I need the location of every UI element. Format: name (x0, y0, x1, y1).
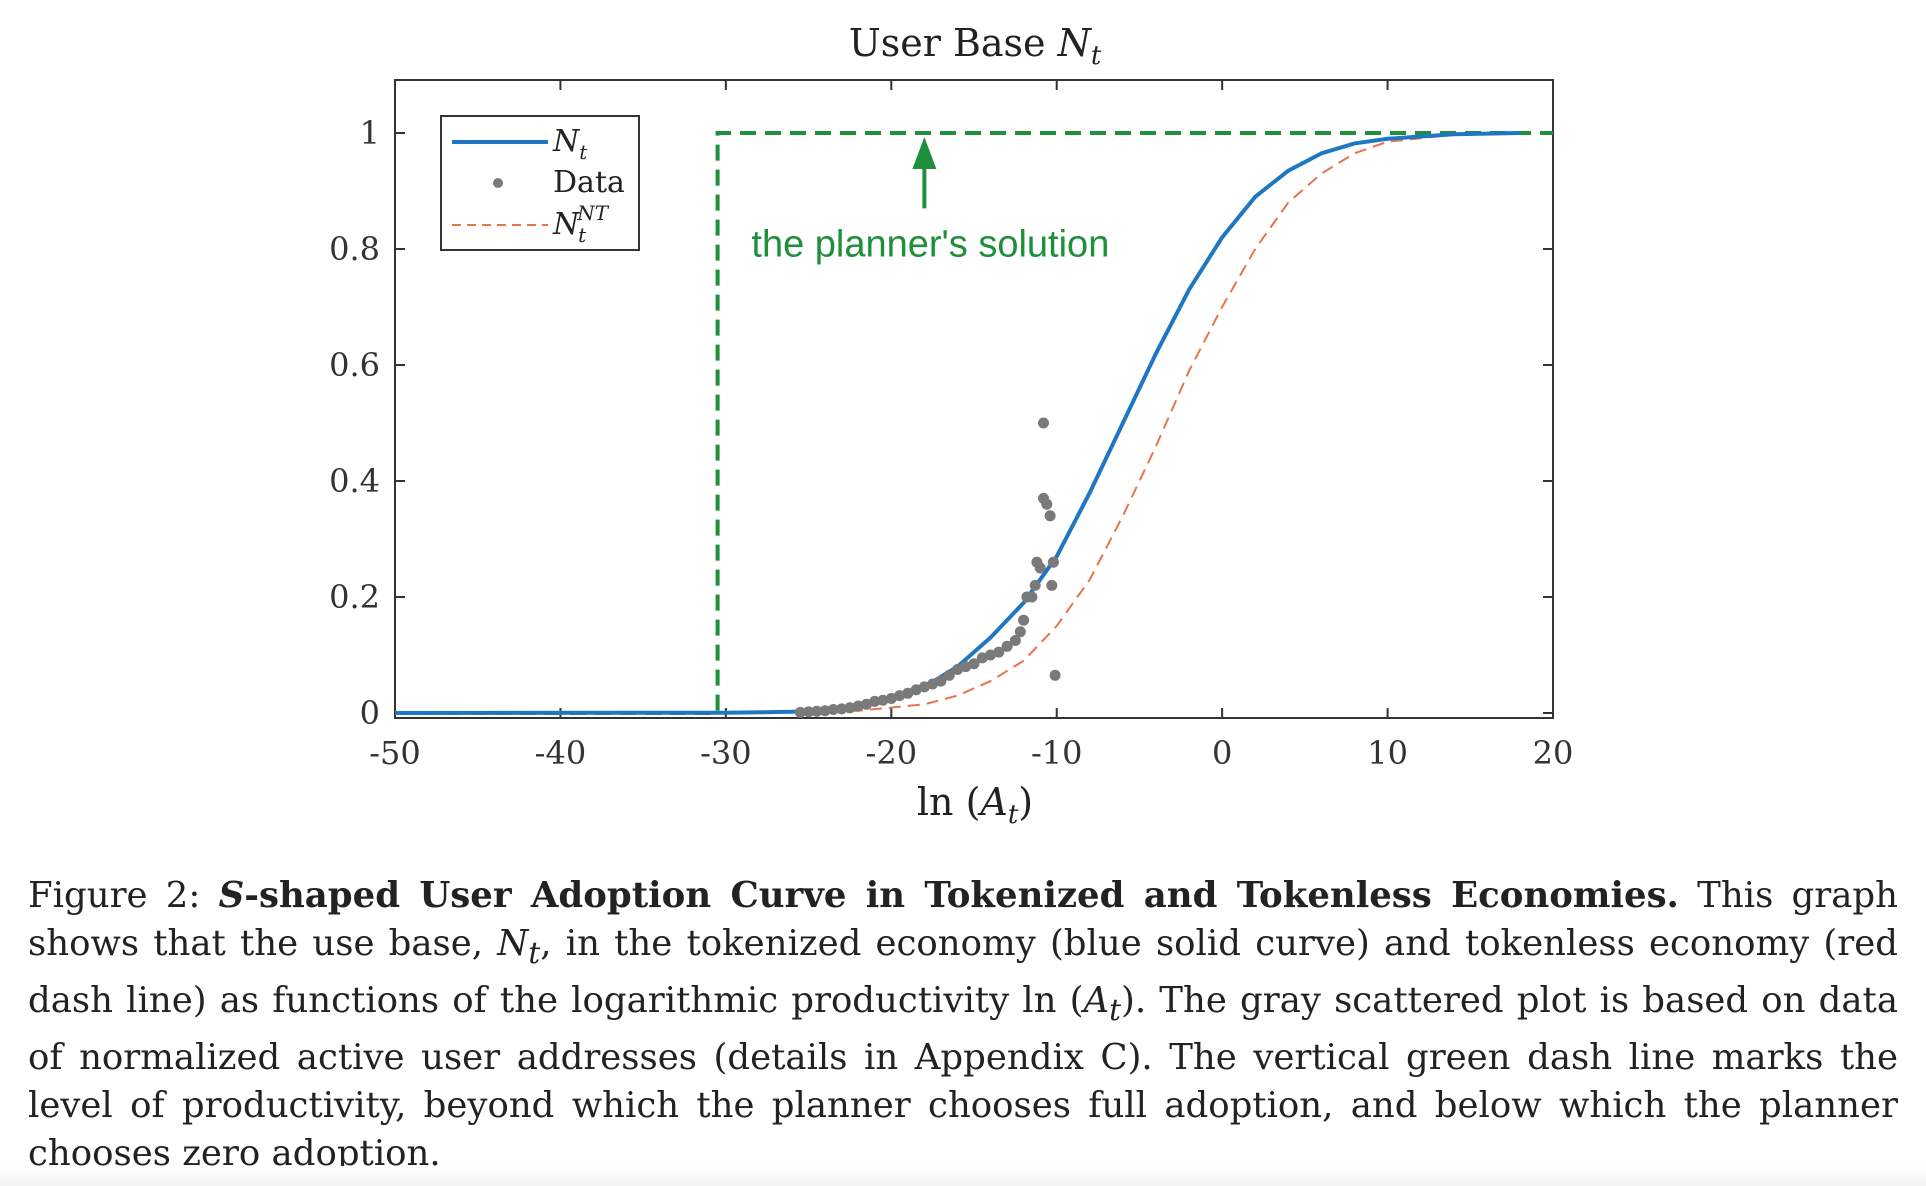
data-point (1026, 591, 1038, 603)
data-point (794, 706, 806, 718)
data-point (877, 694, 889, 706)
data-point (1034, 562, 1046, 574)
caption-text: , in the tokenized economy (blue solid c… (28, 923, 1898, 1022)
data-point (885, 693, 897, 704)
data-point (993, 646, 1005, 658)
annotation-text: the planner's solution (751, 223, 1109, 265)
caption-sub-t: t (528, 936, 541, 971)
data-point (1009, 635, 1021, 646)
data-point (819, 705, 831, 717)
data-point (943, 669, 955, 681)
data-point (1046, 579, 1058, 591)
data-point (1014, 626, 1026, 638)
data-point (985, 649, 996, 661)
caption-var-n: N (497, 923, 529, 964)
data-point (960, 661, 972, 673)
caption-title-s: S (218, 875, 245, 916)
data-point (803, 706, 815, 718)
data-point (836, 703, 848, 715)
legend-label-nnt: NNT t (552, 201, 610, 247)
x-tick-label: -40 (535, 734, 587, 772)
data-point (811, 705, 823, 717)
caption-sub-t: t (1109, 993, 1122, 1028)
annotation-arrowhead (912, 137, 937, 169)
axis-ticks: -50 -40 -30 -20 -10 0 10 20 0 0.2 0.4 0.6 0.8 1 (329, 80, 1573, 772)
data-point (1018, 614, 1030, 626)
annotation: the planner's solution (751, 137, 1109, 265)
data-point (1041, 498, 1053, 510)
page-edge (0, 1166, 1926, 1186)
plot-frame (394, 79, 1554, 719)
data-point (1044, 510, 1056, 522)
x-tick-label: -30 (700, 734, 752, 772)
data-point (968, 658, 980, 670)
data-point (1049, 669, 1061, 681)
data-point (869, 695, 881, 707)
y-tick-label: 1 (360, 114, 380, 152)
caption-text: This graph (1697, 875, 1898, 916)
legend-label-nt: Nt (552, 124, 588, 164)
chart: User Base Nt -50 -40 -30 -20 -10 0 10 20 0 0.2 0.4… (329, 21, 1573, 830)
x-axis-label: ln (At) (917, 780, 1033, 830)
data-point (927, 678, 939, 690)
y-tick-label: 0 (360, 694, 380, 732)
y-tick-label: 0.4 (329, 462, 380, 500)
figure-caption: Figure 2: S-shaped User Adoption Curve i… (28, 872, 1898, 1178)
figure: User Base Nt -50 -40 -30 -20 -10 0 10 20 0 0.2 0.4… (329, 21, 1573, 830)
data-point (1038, 417, 1049, 429)
legend-label-data: Data (553, 165, 625, 200)
data-point (1047, 556, 1059, 568)
data-point (910, 684, 922, 696)
data-point (844, 702, 856, 714)
y-tick-label: 0.6 (329, 346, 380, 384)
y-tick-label: 0.8 (329, 230, 380, 268)
legend: Nt Data NNT t (440, 115, 640, 251)
x-tick-label: 0 (1212, 734, 1232, 772)
legend-box (440, 115, 640, 251)
y-tick-label: 0.2 (329, 578, 380, 616)
data-point (852, 700, 864, 712)
x-tick-label: 10 (1367, 734, 1408, 772)
caption-title: -shaped User Adoption Curve in Tokenized… (244, 875, 1679, 916)
series-nt-tokenless-line (394, 132, 1520, 714)
data-point (1029, 579, 1041, 591)
data-point (935, 675, 947, 687)
series-layer (394, 131, 1553, 718)
caption-var-a: A (1083, 980, 1110, 1022)
data-point (902, 687, 914, 699)
x-tick-label: -10 (1031, 734, 1083, 772)
caption-text: shows that the use base, (28, 923, 484, 964)
x-tick-label: -20 (866, 734, 918, 772)
x-tick-label: -50 (369, 734, 421, 772)
data-point (827, 704, 839, 715)
data-point (1001, 640, 1013, 652)
figure-label: Figure 2: (28, 875, 201, 916)
x-tick-label: 20 (1533, 734, 1574, 772)
chart-title: User Base Nt (849, 21, 1102, 71)
legend-swatch-data (493, 178, 503, 188)
